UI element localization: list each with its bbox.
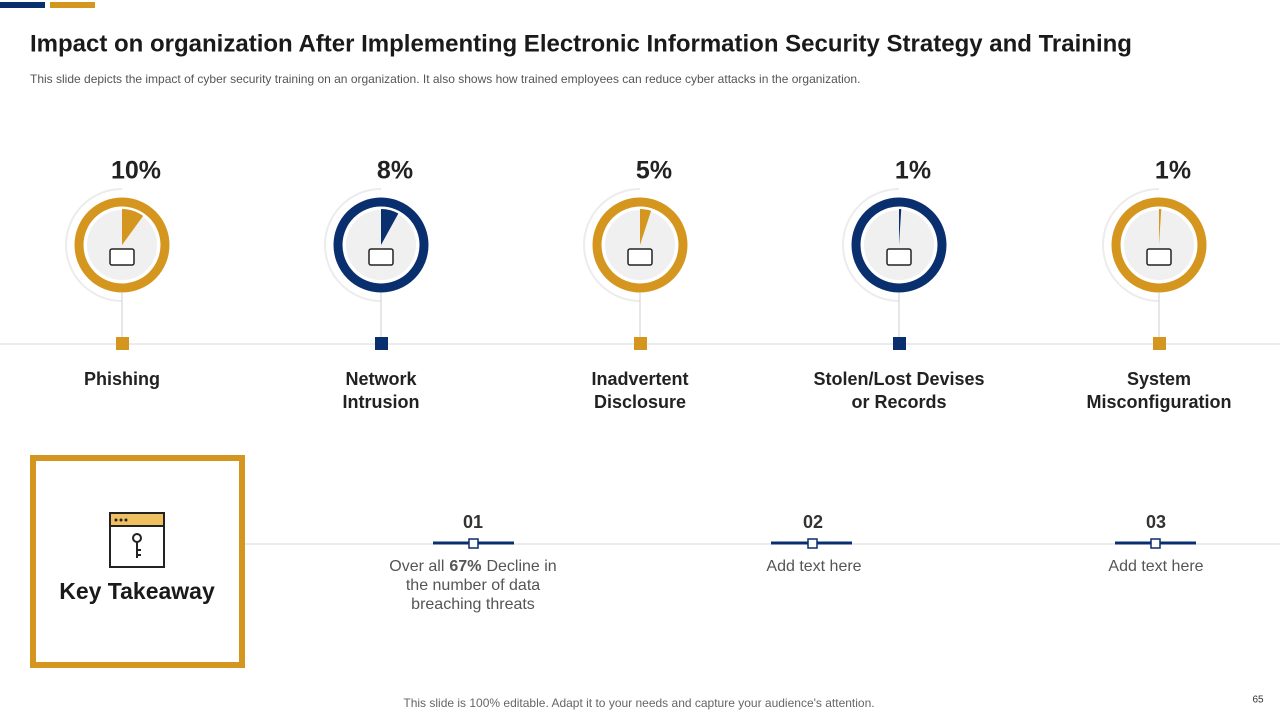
shadow-arc (65, 188, 123, 302)
metric-label: Stolen/Lost Devises (813, 369, 984, 389)
takeaway-title: Key Takeaway (59, 578, 215, 604)
metric-value: 1% (1155, 157, 1191, 185)
metric-label: Intrusion (343, 392, 420, 412)
metric-label: Inadvertent (591, 369, 688, 389)
icon (886, 248, 912, 266)
accent-bar (0, 2, 45, 8)
markers (433, 538, 1196, 549)
takeaway-text: Over all 67% Decline in (389, 558, 556, 575)
icon (1146, 248, 1172, 266)
accent-bar (50, 2, 95, 8)
title: Impact on organization After Implementin… (30, 30, 1132, 57)
highlight: 67% (449, 558, 481, 575)
page-number: 65 (1252, 695, 1264, 706)
metric-label: Network (345, 369, 417, 389)
wedge (122, 209, 144, 245)
node (893, 337, 906, 350)
takeaway-number: 02 (803, 512, 823, 532)
takeaway-number: 03 (1146, 512, 1166, 532)
shadow-arc (583, 188, 641, 302)
metric-label: System (1127, 369, 1191, 389)
wedge (1159, 209, 1162, 245)
node (1153, 337, 1166, 350)
metrics: 10% Phishing 8% Network Intrusion 5% Inadverte… (65, 157, 1232, 412)
metric-label: Phishing (84, 369, 160, 389)
metric-label: or Records (851, 392, 946, 412)
node (634, 337, 647, 350)
node (116, 337, 129, 350)
takeaway-text: the number of data (406, 577, 540, 594)
text: Decline in (486, 558, 556, 575)
metric-label: Disclosure (594, 392, 686, 412)
node (375, 337, 388, 350)
icon (368, 248, 394, 266)
subtitle: This slide depicts the impact of cyber s… (30, 72, 860, 86)
footer-note: This slide is 100% editable. Adapt it to… (403, 696, 874, 710)
wedge (381, 209, 399, 245)
takeaway-text: breaching threats (411, 596, 535, 613)
takeaway-text: Add text here (766, 558, 861, 575)
metric-value: 5% (636, 157, 672, 185)
takeaway-text: Add text here (1108, 558, 1203, 575)
metric-value: 8% (377, 157, 413, 185)
key-icon (109, 512, 165, 568)
shadow-arc (842, 188, 900, 302)
wedge (640, 209, 652, 245)
text: Over all (389, 558, 444, 575)
wedge (899, 209, 902, 245)
metric-value: 10% (111, 157, 161, 185)
icon (627, 248, 653, 266)
shadow-arc (1102, 188, 1160, 302)
takeaway-number: 01 (463, 512, 483, 532)
takeaways: 01 Over all 67% Decline in the number of d… (389, 512, 1203, 613)
metric-label: Misconfiguration (1087, 392, 1232, 412)
icon (109, 248, 135, 266)
metric-value: 1% (895, 157, 931, 185)
shadow-arc (324, 188, 382, 302)
